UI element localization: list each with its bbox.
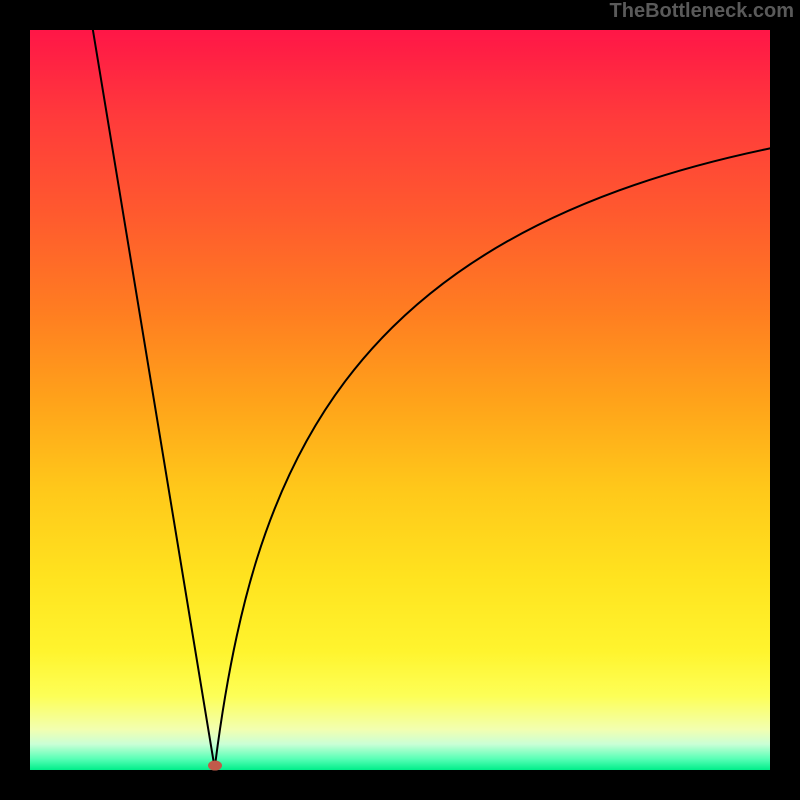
chart-svg (0, 0, 800, 800)
chart-stage: TheBottleneck.com (0, 0, 800, 800)
watermark-text: TheBottleneck.com (610, 0, 794, 23)
plot-area (30, 30, 770, 770)
minimum-marker (208, 761, 222, 771)
